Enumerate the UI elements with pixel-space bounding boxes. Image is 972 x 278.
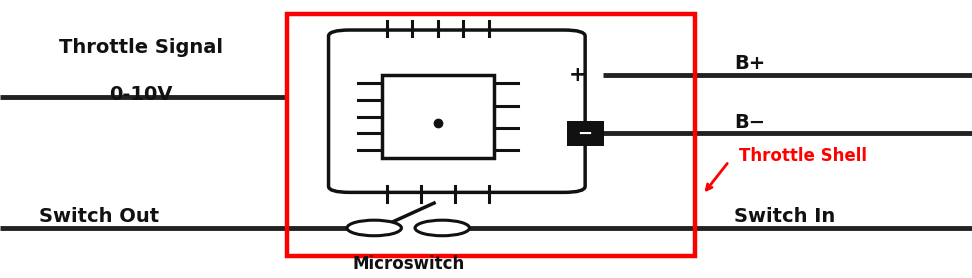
Text: −: − — [577, 125, 593, 142]
Text: Throttle Signal: Throttle Signal — [59, 38, 223, 57]
Text: +: + — [569, 65, 586, 85]
Circle shape — [347, 220, 401, 236]
FancyBboxPatch shape — [329, 30, 585, 192]
Text: Throttle Shell: Throttle Shell — [739, 147, 867, 165]
Text: Microswitch: Microswitch — [352, 255, 465, 273]
Circle shape — [415, 220, 469, 236]
FancyBboxPatch shape — [567, 121, 604, 146]
Text: B−: B− — [734, 113, 765, 132]
Text: B+: B+ — [734, 54, 765, 73]
FancyBboxPatch shape — [382, 75, 494, 158]
Text: Switch In: Switch In — [734, 207, 835, 226]
Text: Switch Out: Switch Out — [39, 207, 159, 226]
Text: 0-10V: 0-10V — [109, 85, 173, 104]
